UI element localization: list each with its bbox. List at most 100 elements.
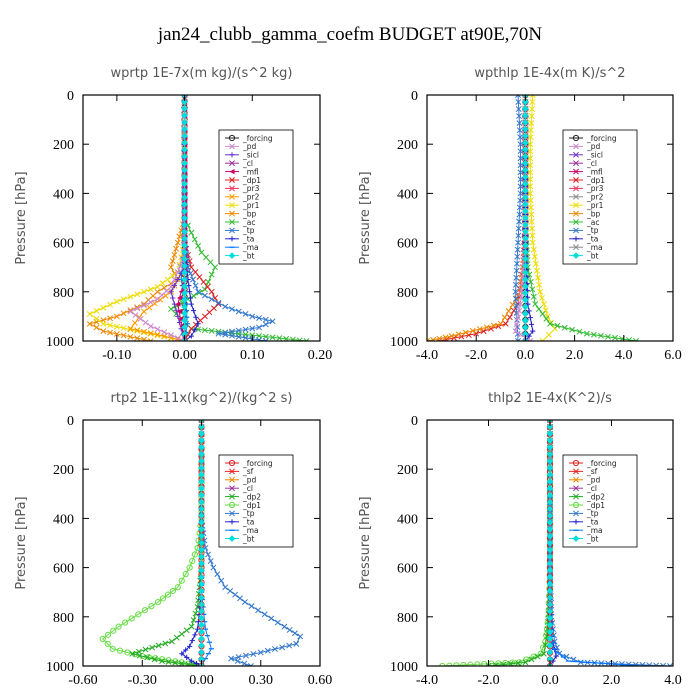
data-point	[530, 328, 536, 334]
data-point	[181, 112, 188, 119]
data-point	[527, 141, 534, 148]
data-point	[262, 316, 269, 323]
legend-item: _sf	[569, 467, 598, 476]
legend-item: _dp2	[225, 492, 261, 501]
legend-label: _ma	[586, 526, 603, 535]
data-point	[198, 608, 205, 615]
data-point	[561, 324, 568, 331]
data-point	[187, 643, 193, 649]
data-point	[522, 98, 529, 106]
panel-title: rtp2 1E-11x(kg^2)/(kg^2 s)	[111, 391, 293, 406]
data-point	[181, 194, 188, 201]
chart-panel-1: wprtp 1E-7x(m kg)/(s^2 kg) Pressure [hPa]…	[14, 66, 332, 363]
data-point	[462, 329, 469, 336]
data-point	[625, 661, 632, 666]
legend-item: _cl	[225, 484, 253, 493]
data-point	[181, 283, 188, 290]
data-point	[517, 197, 524, 204]
data-point	[195, 288, 202, 295]
legend-item: _tp	[569, 509, 599, 518]
legend-item: _ta	[569, 518, 598, 527]
series-line	[427, 95, 526, 341]
data-point	[522, 119, 529, 126]
legend-label: _bp	[242, 209, 257, 218]
x-tick-label: -4.0	[416, 348, 438, 363]
data-point	[154, 326, 161, 333]
data-point	[107, 329, 114, 336]
y-tick-label: 800	[397, 286, 418, 301]
data-point	[198, 553, 205, 560]
data-point	[229, 332, 235, 339]
legend-item: _bt	[225, 251, 255, 260]
data-point	[86, 310, 93, 317]
data-point	[546, 553, 554, 560]
data-point	[249, 313, 256, 320]
data-point	[256, 315, 263, 321]
data-point	[208, 327, 215, 334]
legend-item: _sicl	[569, 151, 603, 160]
legend-label: _cl	[242, 159, 253, 168]
data-point	[522, 139, 529, 147]
data-point	[198, 614, 205, 622]
data-point	[242, 652, 249, 659]
data-point	[516, 211, 523, 218]
data-point	[222, 303, 229, 310]
data-point	[147, 299, 154, 306]
data-point	[237, 595, 243, 602]
data-point	[262, 333, 269, 340]
series-line	[88, 95, 186, 341]
data-point	[522, 276, 529, 283]
data-point	[235, 308, 242, 315]
data-point	[198, 505, 205, 513]
data-point	[164, 276, 171, 283]
data-point	[185, 661, 192, 666]
data-point	[546, 587, 554, 595]
data-point	[171, 283, 178, 289]
legend-item: _mfl	[569, 167, 603, 176]
y-tick-label: 0	[67, 89, 74, 104]
data-point	[192, 610, 199, 617]
legend-item: _pr2	[225, 193, 260, 202]
data-point	[181, 242, 188, 249]
data-point	[164, 591, 172, 598]
data-point	[227, 588, 234, 594]
legend-label: _tp	[242, 509, 255, 518]
data-point	[274, 619, 281, 626]
data-point	[127, 325, 134, 332]
legend-marker	[573, 177, 579, 183]
legend-label: _ta	[586, 235, 598, 244]
data-point	[476, 326, 483, 333]
legend-label: _ma	[242, 243, 259, 252]
data-point	[187, 289, 193, 295]
data-point	[262, 338, 269, 341]
data-point	[502, 320, 509, 327]
data-point	[192, 269, 199, 276]
data-point	[198, 526, 205, 533]
data-point	[168, 638, 175, 645]
legend-label: _pd	[242, 142, 257, 151]
series-line	[130, 420, 202, 666]
data-point	[534, 267, 540, 274]
series-bt	[181, 95, 188, 341]
y-tick-label: 600	[53, 562, 74, 577]
data-point	[147, 286, 154, 293]
data-point	[522, 105, 529, 112]
data-point	[222, 584, 229, 591]
data-point	[515, 314, 521, 321]
data-point	[148, 603, 155, 610]
legend-marker	[228, 252, 236, 259]
y-tick-label: 1000	[390, 660, 418, 675]
data-point	[195, 321, 201, 327]
x-tick-label: 2.0	[603, 673, 621, 688]
data-point	[517, 162, 524, 169]
data-point	[546, 450, 554, 458]
legend-label: _pr1	[586, 201, 604, 210]
data-point	[522, 228, 529, 235]
data-point	[134, 327, 141, 334]
data-point	[147, 323, 154, 330]
data-point	[198, 444, 205, 451]
data-point	[198, 430, 205, 437]
panel-title: thlp2 1E-4x(K^2)/s	[488, 391, 612, 406]
data-point	[198, 249, 205, 256]
data-point	[190, 617, 197, 624]
